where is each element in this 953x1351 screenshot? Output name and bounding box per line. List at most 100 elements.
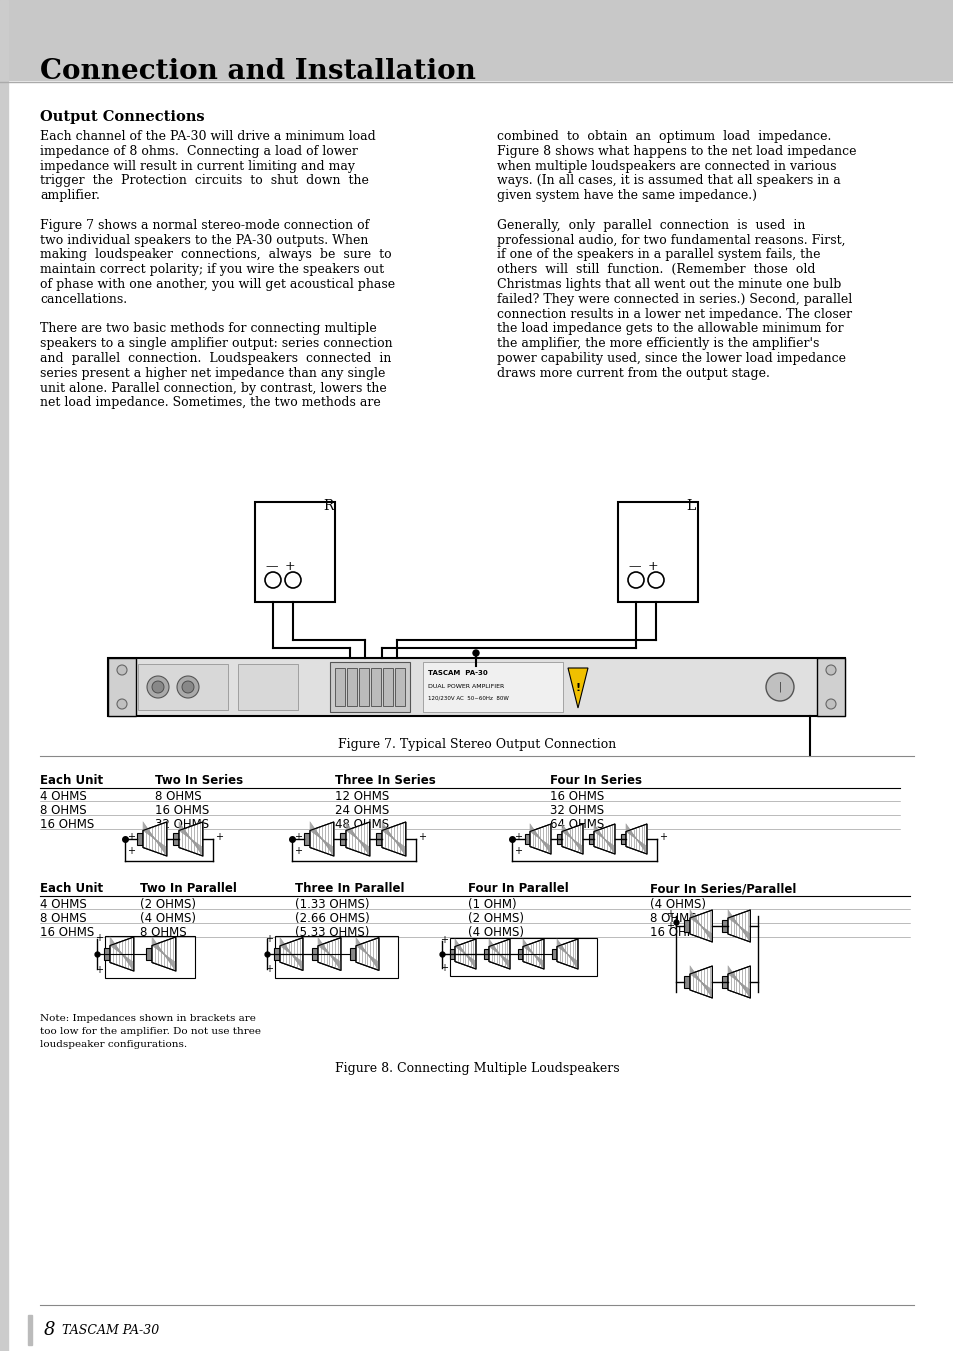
- Bar: [683, 920, 689, 932]
- Text: professional audio, for two fundamental reasons. First,: professional audio, for two fundamental …: [497, 234, 844, 247]
- Text: DUAL POWER AMPLIFIER: DUAL POWER AMPLIFIER: [428, 684, 504, 689]
- Text: Each Unit: Each Unit: [40, 882, 103, 894]
- Text: impedance will result in current limiting and may: impedance will result in current limitin…: [40, 159, 355, 173]
- Text: when multiple loudspeakers are connected in various: when multiple loudspeakers are connected…: [497, 159, 836, 173]
- Bar: [350, 948, 355, 959]
- Circle shape: [825, 698, 835, 709]
- Bar: [551, 948, 557, 959]
- Text: 12 OHMS: 12 OHMS: [335, 790, 389, 802]
- Bar: [395, 667, 405, 707]
- Text: Figure 8 shows what happens to the net load impedance: Figure 8 shows what happens to the net l…: [497, 145, 856, 158]
- Text: Three In Parallel: Three In Parallel: [294, 882, 404, 894]
- Text: Two In Parallel: Two In Parallel: [140, 882, 236, 894]
- Polygon shape: [317, 938, 340, 970]
- Text: TASCAM  PA-30: TASCAM PA-30: [428, 670, 487, 676]
- Bar: [137, 834, 143, 844]
- Text: —: —: [265, 561, 277, 573]
- Bar: [28, 1315, 32, 1346]
- Text: making  loudspeaker  connections,  always  be  sure  to: making loudspeaker connections, always b…: [40, 249, 392, 261]
- Bar: [104, 948, 110, 961]
- Text: series present a higher net impedance than any single: series present a higher net impedance th…: [40, 367, 385, 380]
- Bar: [816, 658, 844, 716]
- Text: given system have the same impedance.): given system have the same impedance.): [497, 189, 757, 203]
- Text: 4 OHMS: 4 OHMS: [40, 898, 87, 911]
- Bar: [721, 977, 727, 988]
- Bar: [375, 834, 381, 844]
- Text: 8 OHMS: 8 OHMS: [40, 912, 87, 925]
- Text: Note: Impedances shown in brackets are: Note: Impedances shown in brackets are: [40, 1015, 255, 1023]
- Circle shape: [473, 650, 478, 657]
- Bar: [524, 834, 530, 844]
- Polygon shape: [489, 939, 510, 969]
- Text: (2 OHMS): (2 OHMS): [140, 898, 195, 911]
- Text: impedance of 8 ohms.  Connecting a load of lower: impedance of 8 ohms. Connecting a load o…: [40, 145, 357, 158]
- Text: +: +: [95, 934, 103, 943]
- Text: 16 OHMS: 16 OHMS: [40, 817, 94, 831]
- Text: —: —: [627, 561, 639, 573]
- Text: Christmas lights that all went out the minute one bulb: Christmas lights that all went out the m…: [497, 278, 841, 290]
- Text: 24 OHMS: 24 OHMS: [335, 804, 389, 817]
- Circle shape: [765, 673, 793, 701]
- Bar: [588, 834, 594, 844]
- Polygon shape: [689, 966, 712, 998]
- Polygon shape: [567, 667, 587, 708]
- Polygon shape: [727, 911, 750, 942]
- Polygon shape: [110, 938, 133, 971]
- Text: There are two basic methods for connecting multiple: There are two basic methods for connecti…: [40, 323, 376, 335]
- Bar: [371, 667, 380, 707]
- Text: 8 OHMS: 8 OHMS: [140, 925, 187, 939]
- Bar: [304, 834, 310, 844]
- Text: (4 OHMS): (4 OHMS): [649, 898, 705, 911]
- Text: 16 OHMS: 16 OHMS: [154, 804, 209, 817]
- Circle shape: [152, 681, 164, 693]
- Text: Four In Parallel: Four In Parallel: [468, 882, 568, 894]
- Text: +: +: [439, 963, 448, 973]
- Text: Four In Series: Four In Series: [550, 774, 641, 788]
- Circle shape: [825, 665, 835, 676]
- Text: the load impedance gets to the allowable minimum for: the load impedance gets to the allowable…: [497, 323, 842, 335]
- Bar: [683, 977, 689, 988]
- Circle shape: [182, 681, 193, 693]
- Text: 16 OHMS: 16 OHMS: [550, 790, 603, 802]
- Bar: [618, 503, 698, 603]
- Text: and  parallel  connection.  Loudspeakers  connected  in: and parallel connection. Loudspeakers co…: [40, 353, 391, 365]
- Polygon shape: [346, 821, 370, 857]
- Polygon shape: [143, 821, 167, 857]
- Text: +: +: [95, 965, 103, 974]
- Text: amplifier.: amplifier.: [40, 189, 100, 203]
- Text: 8: 8: [44, 1321, 55, 1339]
- Text: TASCAM PA-30: TASCAM PA-30: [62, 1324, 159, 1336]
- Text: 16 OHMS: 16 OHMS: [40, 925, 94, 939]
- Polygon shape: [561, 824, 582, 854]
- Bar: [312, 948, 317, 959]
- Bar: [449, 948, 455, 959]
- Polygon shape: [594, 824, 615, 854]
- Text: (4 OHMS): (4 OHMS): [140, 912, 195, 925]
- Text: |: |: [778, 682, 781, 692]
- Bar: [254, 503, 335, 603]
- Text: 120/230V AC  50~60Hz  80W: 120/230V AC 50~60Hz 80W: [428, 696, 508, 701]
- Text: +: +: [127, 846, 135, 857]
- Polygon shape: [522, 939, 543, 969]
- Bar: [237, 663, 297, 711]
- Bar: [339, 834, 346, 844]
- Bar: [358, 667, 369, 707]
- Text: +: +: [659, 832, 666, 842]
- Circle shape: [265, 571, 281, 588]
- Polygon shape: [625, 824, 646, 854]
- Text: +: +: [294, 846, 302, 857]
- Text: the amplifier, the more efficiently is the amplifier's: the amplifier, the more efficiently is t…: [497, 338, 819, 350]
- Text: 32 OHMS: 32 OHMS: [550, 804, 603, 817]
- Text: +: +: [294, 832, 302, 842]
- Text: +: +: [285, 561, 295, 573]
- Text: 32 OHMS: 32 OHMS: [154, 817, 209, 831]
- Text: of phase with one another, you will get acoustical phase: of phase with one another, you will get …: [40, 278, 395, 290]
- Polygon shape: [355, 938, 378, 970]
- Bar: [108, 658, 136, 716]
- Polygon shape: [310, 821, 334, 857]
- Text: +: +: [665, 921, 673, 931]
- Text: Two In Series: Two In Series: [154, 774, 243, 788]
- Polygon shape: [280, 938, 303, 970]
- Polygon shape: [455, 939, 476, 969]
- Text: +: +: [265, 965, 273, 974]
